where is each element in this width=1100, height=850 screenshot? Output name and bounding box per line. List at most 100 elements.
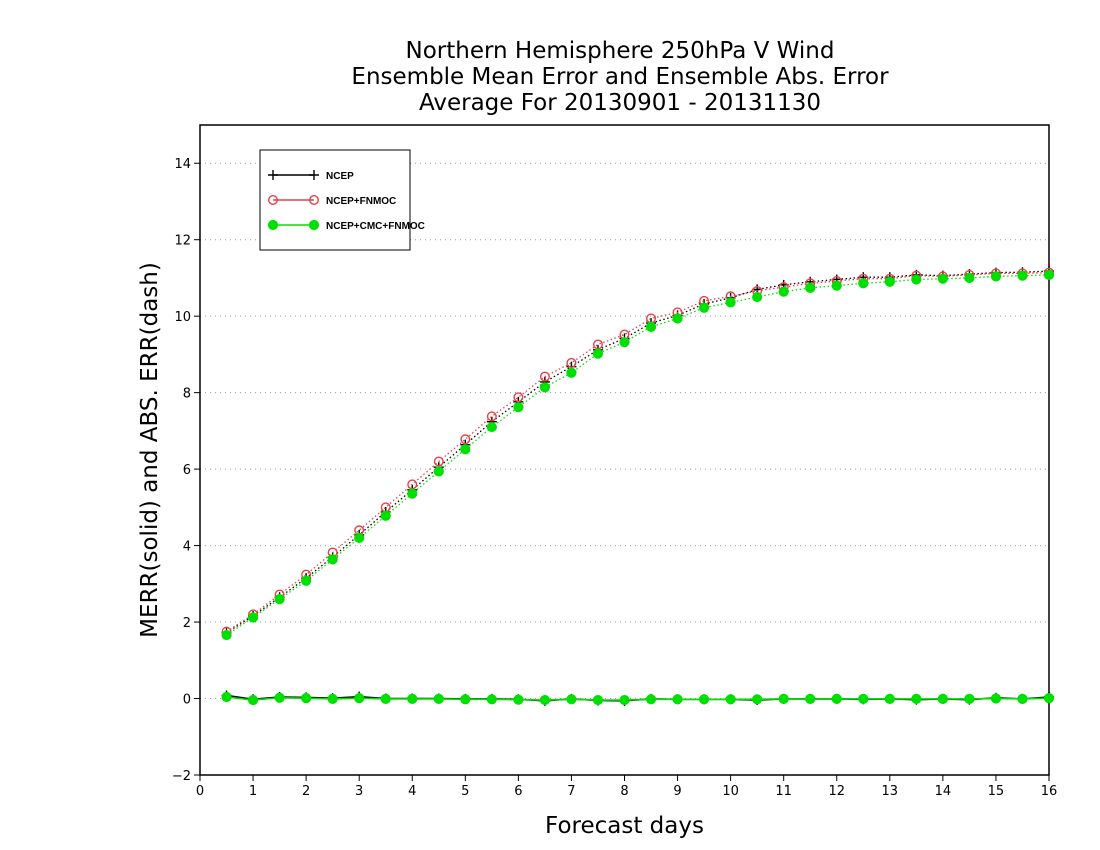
chart-title-line: Northern Hemisphere 250hPa V Wind: [406, 38, 835, 64]
mean-error-point: [645, 694, 657, 705]
y-axis: −2 0 2 4 6 8 10 12 14: [172, 157, 200, 784]
mean-error-point: [884, 693, 895, 705]
mean-error-point: [486, 694, 497, 705]
mean-error-point: [805, 693, 816, 705]
mean-error-point: [513, 694, 524, 705]
y-tick-label: 8: [183, 387, 191, 402]
abs-error-point: [433, 456, 444, 467]
mean-error-point: [380, 693, 391, 705]
y-axis-label: MERR(solid) and ABS. ERR(dash): [137, 262, 163, 638]
y-tick-label: 10: [174, 310, 191, 325]
x-tick-label: 8: [620, 784, 628, 799]
abs-error-point: [725, 297, 736, 308]
abs-error-point: [274, 594, 285, 605]
abs-error-point: [937, 273, 948, 284]
chart-title-line: Average For 20130901 - 20131130: [419, 90, 821, 116]
abs-error-point: [884, 276, 895, 287]
abs-error-point: [354, 532, 365, 544]
x-tick-label: 10: [722, 784, 739, 799]
mean-error-point: [407, 693, 418, 705]
abs-error-point: [433, 466, 444, 477]
x-tick-label: 16: [1041, 784, 1058, 799]
x-tick-label: 7: [567, 784, 575, 799]
mean-error-point: [831, 693, 842, 705]
x-tick-label: 15: [988, 784, 1005, 799]
abs-error-point: [566, 367, 577, 378]
abs-error-point: [911, 274, 922, 285]
x-tick-label: 1: [249, 784, 257, 799]
abs-error-point: [407, 488, 418, 499]
mean-error-point: [911, 693, 922, 705]
abs-error-point: [486, 411, 497, 422]
x-tick-label: 9: [673, 784, 681, 799]
mean-error-point: [566, 694, 577, 705]
legend-label: NCEP+CMC+FNMOC: [326, 221, 425, 232]
mean-error-point: [725, 694, 736, 705]
mean-error-point: [327, 693, 338, 705]
y-tick-label: 4: [183, 540, 191, 555]
y-tick-label: 0: [183, 693, 191, 708]
x-tick-label: 4: [408, 784, 416, 799]
legend-marker: [267, 219, 279, 231]
legend-marker: [268, 170, 278, 180]
legend-item: NCEP+CMC+FNMOC: [267, 219, 425, 232]
abs-error-point: [460, 444, 471, 455]
x-tick-label: 14: [935, 784, 952, 799]
mean-error-point: [433, 693, 444, 705]
legend-label: NCEP: [326, 171, 354, 182]
mean-error-point: [221, 691, 232, 703]
abs-error-point: [1017, 270, 1028, 281]
x-axis-label: Forecast days: [545, 813, 704, 839]
abs-error-point: [858, 278, 869, 289]
mean-error-point: [247, 694, 259, 706]
chart-title: Northern Hemisphere 250hPa V WindEnsembl…: [351, 38, 889, 116]
mean-error-point: [1043, 693, 1055, 704]
abs-error-point: [964, 272, 975, 284]
legend-label: NCEP+FNMOC: [326, 196, 396, 207]
y-tick-label: 14: [174, 157, 191, 172]
abs-error-line: [226, 270, 1050, 634]
y-tick-label: 6: [183, 463, 191, 478]
mean-error-point: [964, 693, 975, 705]
chart-title-line: Ensemble Mean Error and Ensemble Abs. Er…: [351, 64, 889, 90]
abs-error-point: [831, 280, 842, 291]
mean-error-point: [619, 694, 630, 706]
abs-error-point: [672, 313, 683, 324]
mean-error-point: [354, 693, 365, 704]
abs-error-point: [805, 282, 816, 293]
abs-error-point: [247, 612, 259, 623]
mean-error-point: [672, 694, 683, 705]
series-ncep: [221, 266, 1054, 706]
mean-error-point: [539, 694, 551, 706]
abs-error-point: [513, 402, 524, 413]
series-ncep-fnmoc: [221, 267, 1054, 637]
y-tick-label: 2: [183, 616, 191, 631]
abs-error-point: [513, 392, 524, 403]
x-tick-label: 13: [882, 784, 899, 799]
mean-error-point: [858, 693, 869, 705]
legend-marker: [308, 219, 320, 231]
mean-error-point: [698, 694, 710, 705]
mean-error-point: [990, 693, 1002, 704]
x-tick-label: 5: [461, 784, 469, 799]
series-layer: [221, 266, 1055, 706]
abs-error-line: [226, 271, 1050, 633]
legend-item: NCEP: [268, 170, 354, 182]
abs-error-point: [1043, 269, 1055, 280]
mean-error-point: [274, 692, 285, 703]
abs-error-point: [990, 271, 1002, 282]
mean-error-point: [460, 694, 471, 705]
x-axis: 0 1 2 3 4 5 6 7 8 9 10 11 12 13 14 15 16: [196, 775, 1057, 799]
y-tick-label: 12: [174, 234, 191, 249]
abs-error-point: [592, 348, 604, 359]
abs-error-point: [301, 575, 312, 586]
abs-error-point: [619, 337, 630, 348]
x-tick-label: 0: [196, 784, 204, 799]
mean-error-point: [592, 694, 604, 706]
abs-error-point: [380, 510, 391, 521]
y-tick-label: −2: [172, 769, 191, 784]
legend-marker: [309, 170, 319, 180]
abs-error-point: [645, 321, 657, 332]
x-tick-label: 6: [514, 784, 522, 799]
